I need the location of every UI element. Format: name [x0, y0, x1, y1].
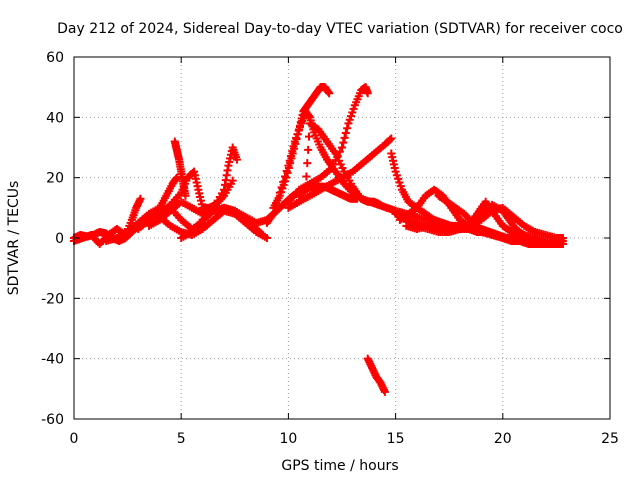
series-track-23	[402, 218, 464, 233]
data-point	[386, 135, 395, 144]
y-tick-label: 60	[46, 50, 64, 66]
data-point	[304, 145, 313, 154]
x-tick-label: 0	[70, 431, 79, 447]
data-point	[331, 156, 340, 165]
y-tick-label: 40	[46, 110, 64, 126]
y-tick-label: -20	[41, 291, 64, 307]
data-point	[232, 155, 241, 164]
data-point	[327, 164, 336, 173]
x-axis-label: GPS time / hours	[281, 458, 398, 474]
data-point	[329, 160, 338, 169]
data-point	[335, 147, 344, 156]
axis-ticks	[73, 56, 611, 420]
data-point	[520, 237, 529, 246]
tick-labels: 0 5 10 15 20 25 -60 -40 -20 0 20 40 60	[41, 50, 619, 447]
x-tick-label: 20	[494, 431, 512, 447]
x-tick-label: 15	[387, 431, 405, 447]
data-point	[455, 224, 464, 233]
data-point	[340, 133, 349, 142]
data-point	[325, 89, 334, 98]
series-track-6	[170, 137, 190, 200]
data-point	[341, 129, 350, 138]
data-point	[302, 172, 311, 181]
series-track-15	[363, 354, 389, 396]
data-point	[380, 387, 389, 396]
data-point	[257, 229, 266, 238]
data-point	[353, 194, 362, 203]
data-points	[70, 83, 567, 396]
data-point	[282, 167, 291, 176]
data-point	[285, 156, 294, 165]
data-point	[303, 159, 312, 168]
y-tick-label: -60	[41, 412, 64, 428]
series-track-5	[134, 167, 237, 233]
data-point	[284, 161, 293, 170]
x-tick-label: 5	[177, 431, 186, 447]
data-point	[338, 143, 346, 152]
data-point	[333, 151, 342, 160]
data-point	[304, 132, 313, 141]
y-axis-label: SDTVAR / TECUs	[6, 181, 22, 296]
data-point	[262, 234, 271, 242]
data-point	[181, 191, 190, 200]
data-point	[172, 173, 181, 182]
x-tick-label: 25	[601, 431, 619, 447]
data-point	[136, 194, 145, 203]
data-point	[288, 147, 297, 156]
data-point	[558, 234, 567, 242]
series-track-22	[434, 191, 529, 246]
data-point	[387, 134, 396, 143]
data-point	[289, 142, 298, 151]
series-track-16	[262, 182, 362, 227]
data-point	[280, 172, 289, 181]
y-tick-label: 0	[55, 231, 64, 247]
data-point	[343, 124, 352, 133]
chart-title: Day 212 of 2024, Sidereal Day-to-day VTE…	[57, 21, 623, 37]
y-tick-label: -40	[41, 352, 64, 368]
data-point	[228, 176, 237, 185]
data-point	[258, 230, 267, 239]
data-point	[363, 89, 372, 98]
y-tick-label: 20	[46, 171, 64, 187]
data-point	[277, 183, 286, 192]
data-point	[275, 188, 284, 197]
x-tick-label: 10	[279, 431, 297, 447]
data-point	[339, 138, 348, 147]
data-point	[286, 151, 295, 160]
data-point	[279, 177, 288, 186]
